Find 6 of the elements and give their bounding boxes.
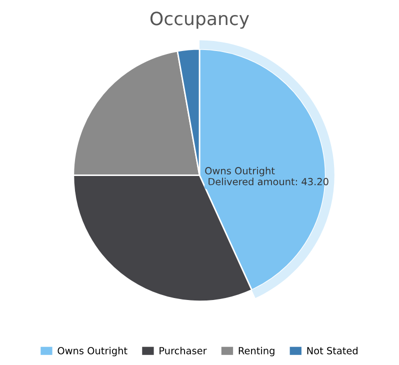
legend-label: Purchaser — [160, 346, 207, 354]
legend-label: Owns Outright — [58, 346, 128, 356]
chart-title: Occupancy — [150, 12, 250, 29]
legend-label: Not Stated — [307, 346, 358, 354]
legend-label: Renting — [238, 346, 274, 356]
text: Owns Outright — [205, 166, 275, 176]
